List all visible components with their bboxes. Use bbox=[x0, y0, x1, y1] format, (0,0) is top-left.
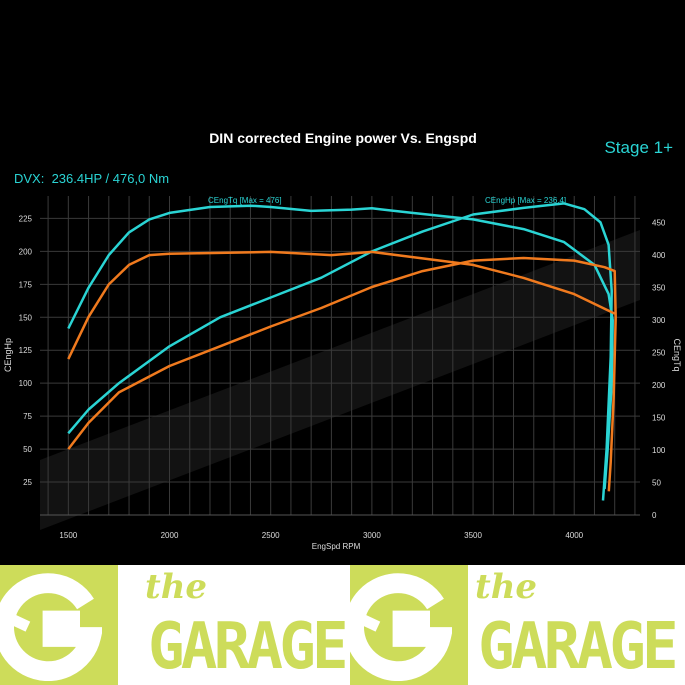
y-right-tick-label: 400 bbox=[652, 251, 666, 260]
y-left-tick-label: 175 bbox=[19, 280, 33, 289]
y-axis-right-label: CEngTq bbox=[672, 338, 682, 371]
tuned-power-line bbox=[67, 202, 613, 501]
y-left-tick-label: 150 bbox=[19, 313, 33, 322]
y-left-tick-label: 125 bbox=[19, 346, 33, 355]
x-tick-label: 3500 bbox=[464, 531, 482, 540]
y-right-tick-label: 150 bbox=[652, 414, 666, 423]
x-tick-label: 4000 bbox=[565, 531, 583, 540]
summary-label: DVX: 236.4HP / 476,0 Nm bbox=[14, 171, 169, 186]
y-right-tick-label: 200 bbox=[652, 381, 666, 390]
brand-garage: GARAGE bbox=[478, 610, 679, 684]
y-right-tick-label: 350 bbox=[652, 284, 666, 293]
x-tick-label: 1500 bbox=[59, 531, 77, 540]
y-right-tick-label: 250 bbox=[652, 349, 666, 358]
stock-torque-line bbox=[67, 250, 616, 360]
y-right-tick-label: 50 bbox=[652, 479, 661, 488]
x-tick-label: 2500 bbox=[262, 531, 280, 540]
ticks: 1500 2000 2500 3000 3500 40002550751001251501… bbox=[19, 214, 666, 540]
brand-garage: GARAGE bbox=[148, 610, 349, 684]
garage-banner: the GARAGE the GARAGE bbox=[0, 565, 685, 685]
y-left-tick-label: 75 bbox=[23, 412, 32, 421]
brand-the: the bbox=[145, 567, 208, 607]
tuned-torque-line bbox=[67, 204, 614, 490]
y-left-tick-label: 50 bbox=[23, 445, 32, 454]
y-right-tick-label: 0 bbox=[652, 511, 657, 520]
dyno-chart: 1500 2000 2500 3000 3500 40002550751001251501… bbox=[3, 130, 682, 551]
y-right-tick-label: 300 bbox=[652, 316, 666, 325]
y-left-tick-label: 200 bbox=[19, 247, 33, 256]
y-axis-left-label: CEngHp bbox=[3, 338, 13, 372]
grid bbox=[40, 196, 640, 516]
y-left-tick-label: 25 bbox=[23, 478, 32, 487]
x-axis-label: EngSpd RPM bbox=[312, 542, 361, 551]
chart-title: DIN corrected Engine power Vs. Engspd bbox=[209, 130, 477, 146]
curves bbox=[67, 202, 617, 501]
stock-power-line bbox=[67, 256, 617, 492]
y-right-tick-label: 100 bbox=[652, 446, 666, 455]
y-right-tick-label: 450 bbox=[652, 219, 666, 228]
garage-logo-icon bbox=[350, 565, 468, 685]
watermark-band bbox=[40, 230, 640, 530]
power-max-annotation: CEngHp [Max = 236.4] bbox=[485, 196, 566, 205]
stage-label: Stage 1+ bbox=[604, 138, 673, 157]
y-left-tick-label: 225 bbox=[19, 214, 33, 223]
torque-max-annotation: CEngTq [Max = 476] bbox=[208, 196, 282, 205]
x-tick-label: 2000 bbox=[161, 531, 179, 540]
y-left-tick-label: 100 bbox=[19, 379, 33, 388]
brand-the: the bbox=[475, 567, 538, 607]
x-tick-label: 3000 bbox=[363, 531, 381, 540]
garage-logo-icon bbox=[0, 565, 118, 685]
